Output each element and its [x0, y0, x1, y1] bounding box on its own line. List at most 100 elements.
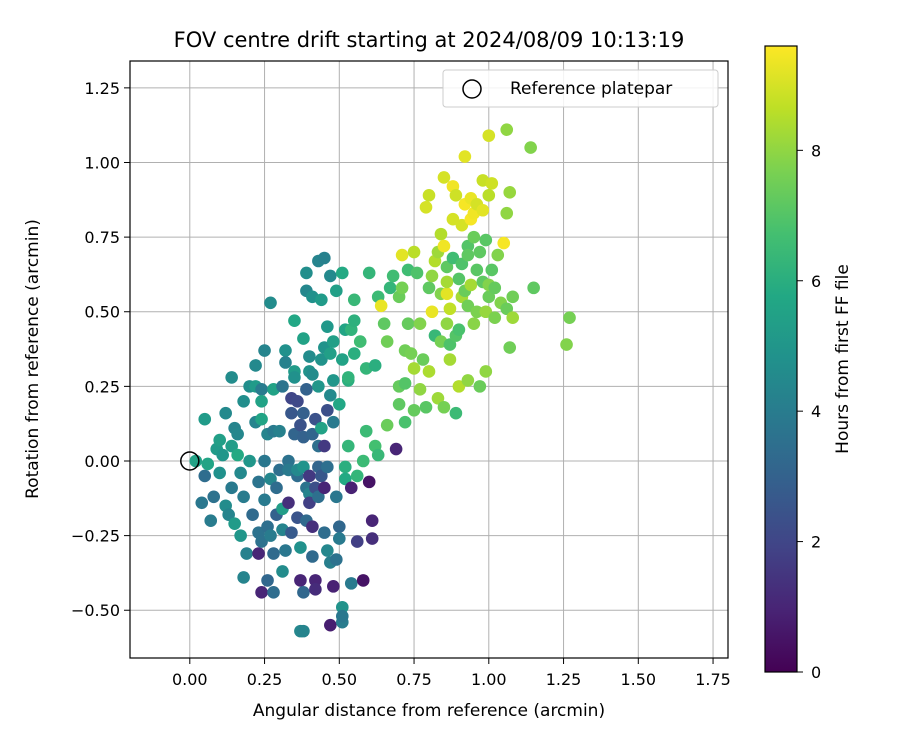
x-tick-label: 0.50 — [321, 670, 357, 689]
data-point — [315, 421, 328, 435]
data-point — [467, 317, 481, 330]
data-point — [324, 347, 337, 360]
data-point — [252, 475, 265, 489]
data-point — [240, 547, 253, 560]
data-point — [485, 263, 499, 277]
data-point — [255, 383, 268, 396]
data-point — [273, 463, 286, 477]
data-point — [341, 439, 355, 453]
data-point — [350, 469, 364, 483]
data-point — [497, 236, 511, 250]
data-point — [234, 466, 247, 480]
data-point — [431, 392, 445, 405]
data-point — [338, 460, 352, 474]
data-point — [419, 200, 433, 214]
data-point — [252, 547, 265, 560]
data-point — [425, 269, 439, 283]
data-point — [455, 257, 469, 271]
data-point — [195, 496, 209, 510]
x-axis-label: Angular distance from reference (arcmin) — [253, 701, 605, 721]
data-point — [255, 412, 268, 426]
data-point — [282, 454, 295, 468]
data-point — [449, 189, 463, 202]
data-point — [506, 290, 520, 304]
data-point — [288, 314, 301, 327]
data-point — [476, 203, 490, 217]
x-tick-label: 0.25 — [247, 670, 283, 689]
data-point — [386, 269, 400, 283]
data-point — [246, 508, 259, 522]
legend: Reference platepar — [442, 69, 719, 108]
data-point — [294, 574, 307, 587]
x-tick-label: 1.50 — [620, 670, 656, 689]
data-point — [333, 532, 346, 545]
data-point — [276, 380, 289, 393]
data-point — [309, 583, 322, 596]
data-point — [473, 245, 487, 259]
data-point — [330, 284, 343, 298]
data-point — [374, 299, 388, 313]
y-tick-label: 0.50 — [84, 303, 120, 322]
data-point — [365, 532, 379, 545]
data-point — [344, 481, 358, 495]
data-point — [201, 457, 215, 471]
y-tick-label: 0.00 — [84, 452, 120, 471]
data-point — [255, 535, 268, 548]
data-point — [294, 418, 307, 432]
data-point — [297, 586, 310, 599]
data-point — [470, 305, 484, 319]
data-point — [258, 344, 271, 357]
colorbar-tick-label: 6 — [811, 272, 821, 291]
data-point — [324, 389, 337, 402]
data-point — [198, 469, 212, 483]
data-point — [276, 565, 289, 578]
data-point — [461, 239, 475, 253]
data-point — [303, 496, 316, 510]
colorbar-tick-label: 2 — [811, 533, 821, 552]
data-point — [464, 278, 478, 292]
y-tick-label: 0.25 — [84, 377, 120, 396]
data-point — [440, 317, 454, 330]
legend-label: Reference platepar — [510, 79, 672, 99]
data-point — [365, 514, 379, 527]
data-point — [225, 439, 238, 453]
data-point — [213, 466, 226, 480]
data-point — [279, 544, 292, 557]
data-point — [449, 406, 463, 420]
data-point — [347, 314, 361, 327]
data-point — [282, 463, 295, 477]
data-point — [500, 302, 514, 316]
data-point — [371, 448, 385, 462]
data-point — [446, 212, 460, 226]
data-point — [255, 586, 268, 599]
data-point — [267, 547, 280, 560]
x-tick-label: 0.75 — [396, 670, 432, 689]
data-point — [389, 442, 403, 456]
data-point — [434, 227, 448, 241]
data-point — [300, 383, 313, 396]
data-point — [407, 403, 421, 417]
data-point — [198, 412, 212, 426]
data-point — [258, 454, 271, 468]
data-point — [437, 239, 451, 253]
data-point — [452, 380, 466, 393]
data-point — [413, 317, 427, 330]
data-point — [356, 574, 370, 587]
data-point — [231, 448, 244, 462]
data-point — [312, 380, 325, 393]
data-point — [383, 281, 397, 295]
y-axis-label: Rotation from reference (arcmin) — [23, 219, 43, 499]
data-point — [327, 374, 340, 387]
data-point — [395, 281, 409, 295]
y-axis-ticks: −0.50 −0.25 0.00 0.25 0.50 0.75 1.00 1.25 — [71, 79, 130, 620]
data-point — [267, 586, 280, 599]
data-point — [312, 490, 325, 504]
y-tick-label: 1.00 — [84, 153, 120, 172]
data-point — [452, 272, 466, 286]
data-point — [443, 338, 457, 351]
data-point — [297, 460, 310, 474]
data-point — [500, 206, 514, 220]
data-point — [324, 269, 337, 283]
data-point — [315, 469, 328, 483]
data-point — [482, 290, 496, 304]
